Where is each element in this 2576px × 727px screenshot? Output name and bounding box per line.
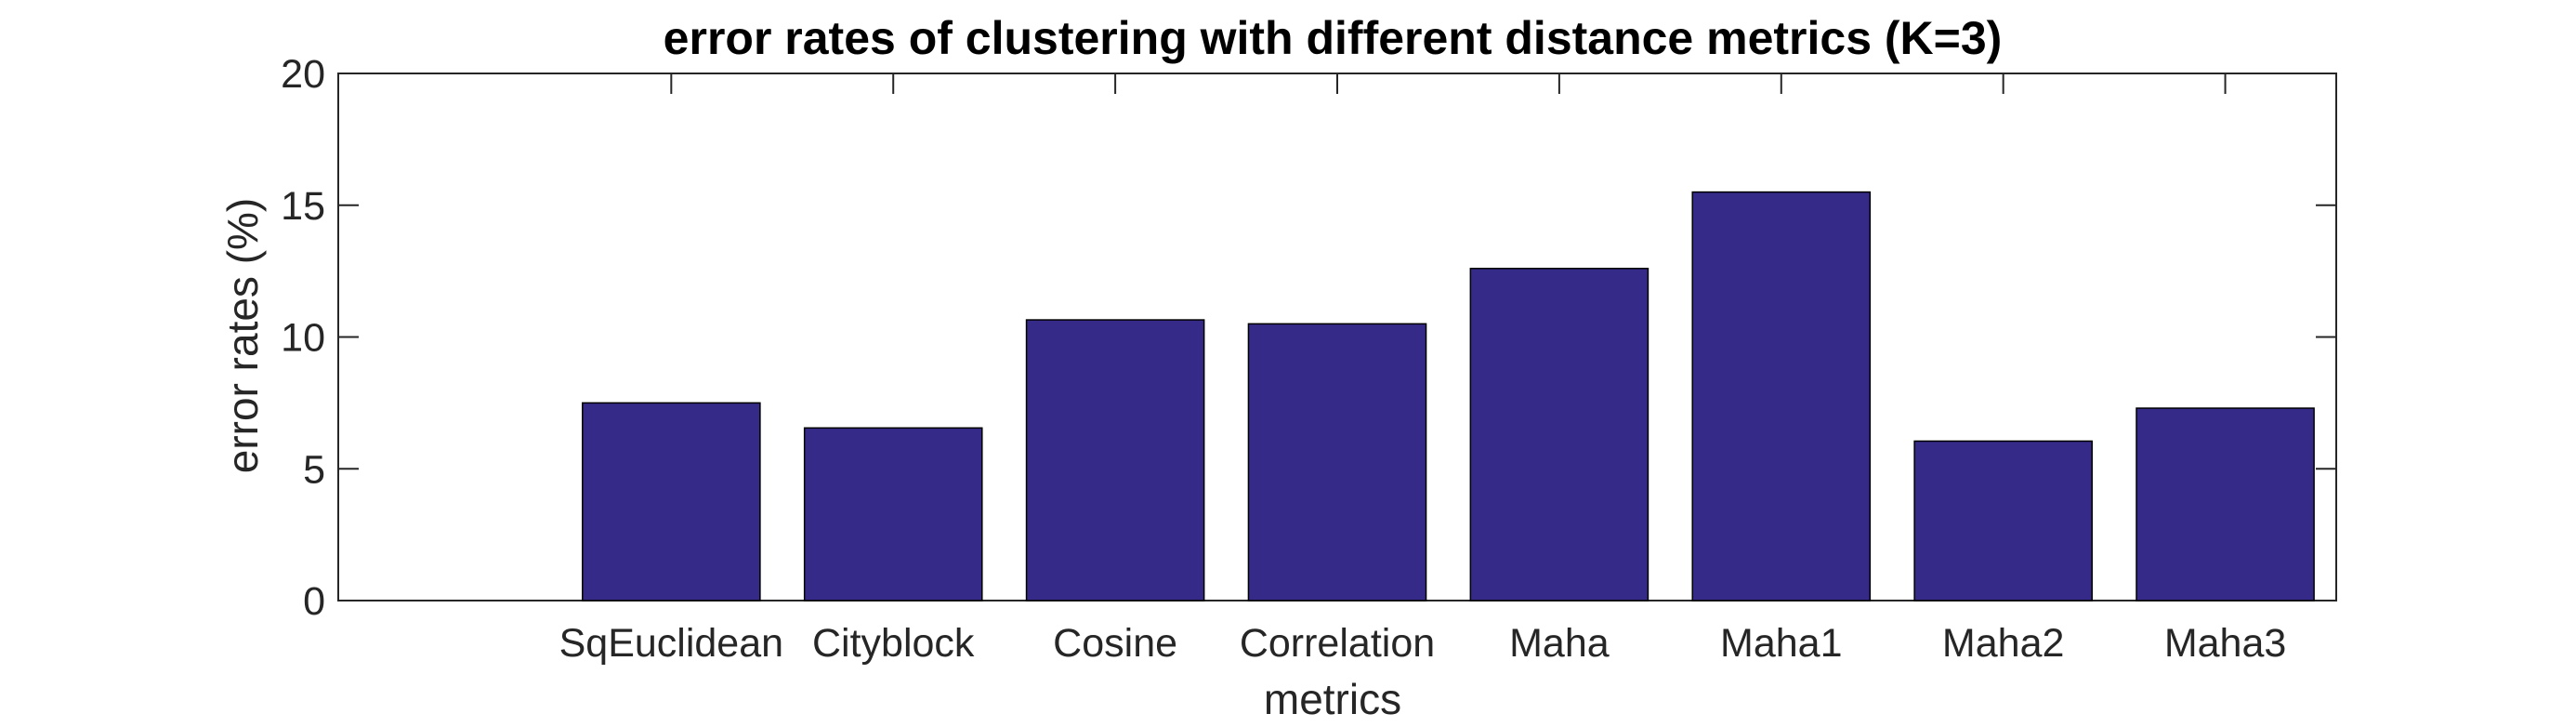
bar [1691, 191, 1872, 601]
y-tick-label: 20 [281, 52, 325, 97]
y-axis: 0 5 10 15 20 [281, 52, 2336, 624]
bars [582, 191, 2315, 601]
bar [1913, 440, 2093, 601]
x-tick-label: Cityblock [812, 621, 975, 666]
bar [803, 427, 983, 601]
x-tick-label: Cosine [1053, 621, 1177, 666]
x-tick-label: Maha3 [2164, 621, 2286, 666]
y-tick-label: 0 [303, 579, 325, 624]
x-tick-label: Maha2 [1942, 621, 2064, 666]
y-tick-label: 10 [281, 316, 325, 361]
x-axis-label: metrics [1264, 675, 1401, 723]
x-axis: SqEuclidean Cityblock Cosine Correlation Mah… [559, 73, 2286, 666]
y-tick-label: 15 [281, 184, 325, 229]
x-tick-label: SqEuclidean [559, 621, 783, 666]
y-tick-label: 5 [303, 447, 325, 492]
bar [1025, 319, 1205, 601]
y-axis-label: error rates (%) [218, 198, 267, 473]
x-tick-label: Maha1 [1720, 621, 1842, 666]
bar [1469, 268, 1649, 601]
bar [2136, 407, 2315, 601]
bar [582, 402, 761, 601]
bar [1247, 323, 1427, 601]
x-tick-label: Maha [1509, 621, 1610, 666]
chart-title: error rates of clustering with different… [664, 12, 2003, 64]
x-tick-label: Correlation [1240, 621, 1435, 666]
